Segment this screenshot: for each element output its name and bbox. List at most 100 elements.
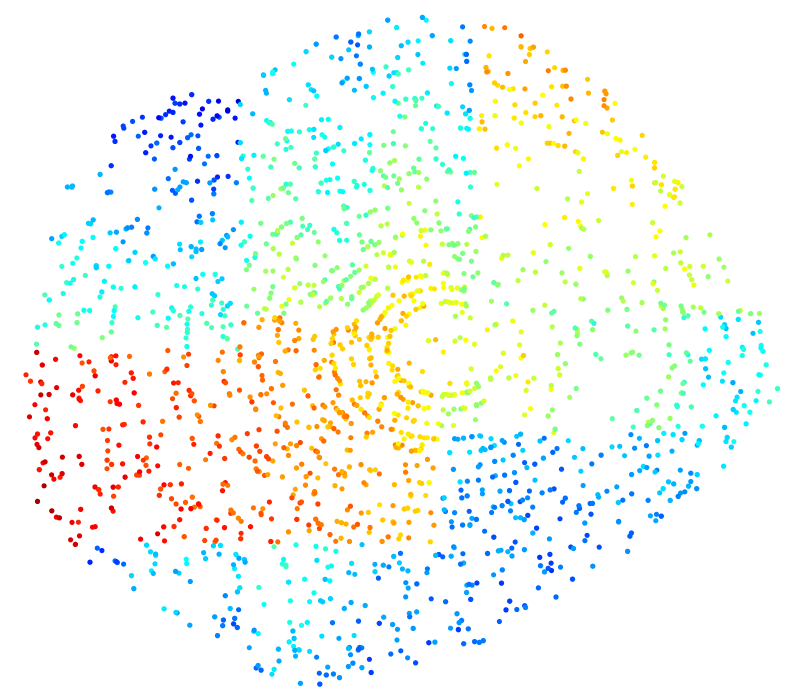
- scatter-point: [481, 398, 487, 404]
- scatter-point: [263, 268, 269, 274]
- scatter-point: [294, 234, 300, 241]
- scatter-point: [472, 639, 478, 645]
- scatter-point: [340, 346, 346, 352]
- scatter-point: [366, 149, 373, 156]
- scatter-point: [358, 284, 364, 291]
- scatter-point: [259, 372, 265, 379]
- scatter-point: [368, 275, 374, 281]
- scatter-point: [185, 135, 191, 141]
- scatter-point: [691, 282, 697, 288]
- scatter-point: [562, 214, 568, 221]
- scatter-point: [380, 517, 386, 523]
- scatter-point: [313, 543, 319, 550]
- scatter-point: [488, 298, 494, 304]
- scatter-point: [434, 211, 440, 217]
- scatter-point: [180, 179, 186, 185]
- scatter-point: [186, 308, 192, 314]
- scatter-point: [156, 205, 162, 211]
- scatter-point: [458, 561, 464, 567]
- scatter-point: [530, 504, 536, 510]
- scatter-point: [259, 377, 266, 383]
- scatter-point: [161, 606, 167, 612]
- scatter-point: [276, 339, 282, 345]
- scatter-point: [578, 296, 584, 302]
- scatter-point: [573, 509, 579, 515]
- scatter-point: [293, 465, 300, 471]
- scatter-point: [444, 110, 450, 116]
- scatter-point: [457, 256, 463, 262]
- scatter-point: [225, 234, 231, 240]
- scatter-point: [344, 220, 350, 226]
- scatter-point: [520, 352, 527, 359]
- scatter-point: [552, 65, 558, 71]
- scatter-point: [408, 448, 414, 454]
- scatter-point: [392, 234, 399, 240]
- scatter-point: [268, 516, 275, 522]
- scatter-point: [380, 562, 386, 568]
- scatter-point: [217, 312, 224, 318]
- scatter-point: [281, 556, 287, 562]
- scatter-point: [362, 157, 368, 163]
- scatter-point: [184, 561, 190, 567]
- scatter-point: [440, 554, 446, 560]
- scatter-point: [488, 444, 494, 451]
- scatter-point: [596, 544, 602, 550]
- scatter-point: [312, 367, 318, 373]
- scatter-point: [168, 134, 174, 140]
- scatter-point: [263, 241, 269, 247]
- scatter-point: [303, 102, 309, 108]
- scatter-point: [644, 464, 650, 471]
- scatter-point: [314, 449, 320, 455]
- scatter-point: [33, 341, 40, 347]
- scatter-point: [343, 521, 349, 527]
- scatter-point: [230, 562, 237, 568]
- scatter-point: [289, 240, 296, 246]
- scatter-point: [307, 648, 313, 655]
- scatter-point: [263, 90, 269, 96]
- scatter-point: [203, 556, 209, 562]
- scatter-point: [184, 321, 190, 327]
- scatter-point: [378, 403, 384, 409]
- scatter-point: [460, 104, 466, 110]
- scatter-point: [541, 569, 548, 575]
- scatter-point: [214, 517, 220, 523]
- scatter-point: [576, 168, 582, 174]
- scatter-point: [372, 369, 378, 375]
- scatter-point: [756, 372, 762, 378]
- scatter-point: [210, 217, 216, 223]
- scatter-point: [352, 269, 358, 275]
- scatter-point: [473, 516, 479, 523]
- scatter-point: [372, 467, 378, 473]
- scatter-point: [633, 328, 639, 334]
- scatter-point: [522, 58, 529, 65]
- scatter-point: [287, 441, 294, 447]
- scatter-point: [334, 230, 340, 236]
- scatter-point: [137, 469, 143, 475]
- scatter-point: [54, 385, 60, 391]
- scatter-point: [590, 327, 596, 333]
- scatter-point: [415, 38, 421, 44]
- scatter-point: [384, 221, 390, 227]
- scatter-point: [365, 244, 371, 250]
- scatter-point: [577, 265, 583, 271]
- scatter-point: [629, 471, 635, 478]
- scatter-point: [90, 217, 96, 223]
- scatter-point: [110, 313, 116, 319]
- scatter-point: [115, 484, 121, 490]
- scatter-point: [511, 470, 518, 476]
- scatter-point: [599, 129, 606, 135]
- scatter-point: [515, 441, 522, 447]
- scatter-point: [252, 458, 258, 464]
- scatter-point: [180, 119, 186, 125]
- scatter-point: [240, 451, 246, 457]
- scatter-point: [613, 135, 619, 142]
- scatter-point: [432, 639, 438, 645]
- scatter-point: [479, 113, 485, 119]
- scatter-point: [173, 390, 179, 396]
- scatter-point: [67, 280, 73, 286]
- scatter-point: [657, 228, 663, 234]
- scatter-point: [279, 303, 285, 309]
- scatter-point: [183, 556, 189, 562]
- scatter-point: [688, 478, 694, 485]
